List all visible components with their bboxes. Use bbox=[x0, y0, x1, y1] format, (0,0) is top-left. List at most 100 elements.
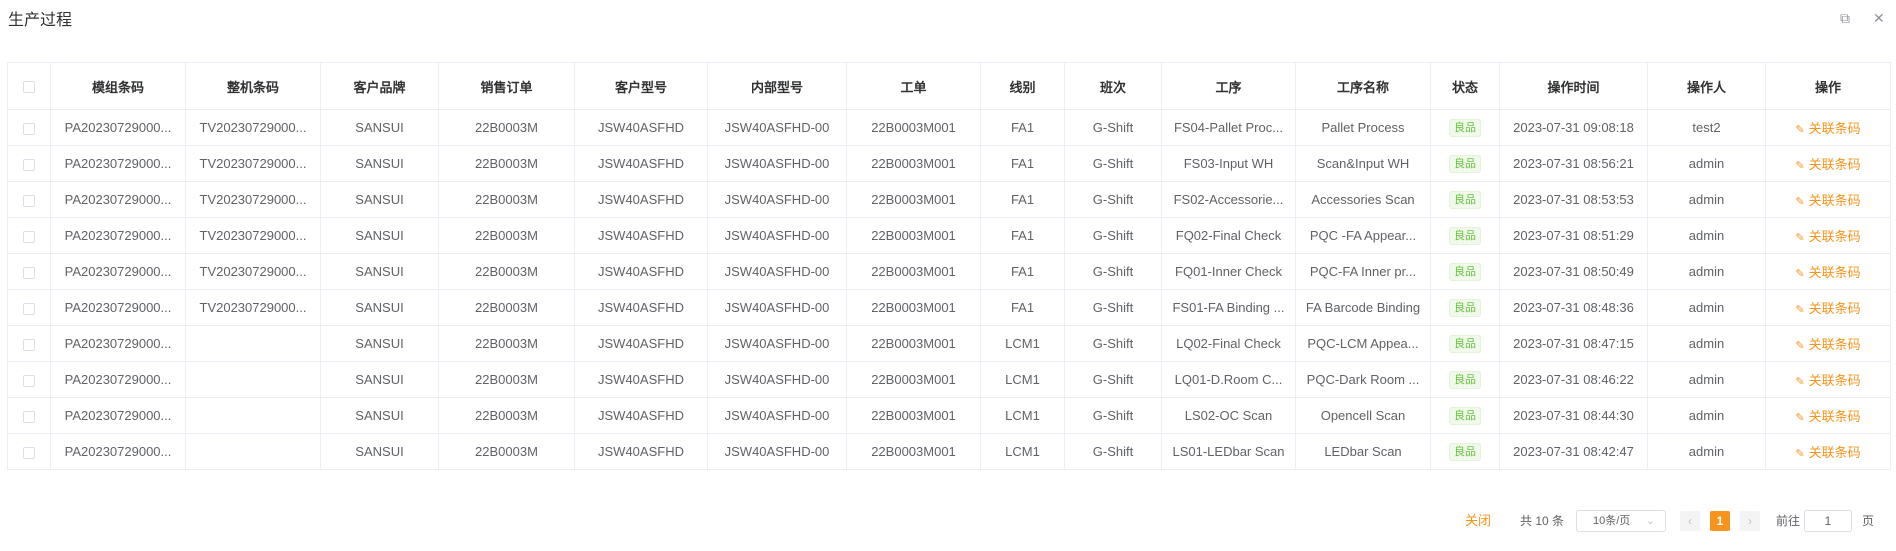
table-cell: 2023-07-31 08:42:47 bbox=[1499, 433, 1648, 470]
prev-page-button[interactable]: ‹ bbox=[1680, 511, 1700, 531]
edit-icon: ✎ bbox=[1795, 376, 1805, 388]
row-select-cell bbox=[7, 217, 51, 254]
select-all-checkbox[interactable] bbox=[23, 81, 35, 94]
table-cell: JSW40ASFHD bbox=[574, 361, 708, 398]
row-checkbox[interactable] bbox=[23, 266, 35, 279]
table-cell: JSW40ASFHD-00 bbox=[707, 181, 847, 218]
table-cell: 22B0003M001 bbox=[846, 253, 981, 290]
column-header: 状态 bbox=[1430, 62, 1500, 110]
column-header: 内部型号 bbox=[707, 62, 847, 110]
table-cell: ✎ 关联条码 bbox=[1765, 109, 1891, 146]
row-checkbox[interactable] bbox=[23, 122, 35, 135]
table-cell: admin bbox=[1647, 181, 1766, 218]
column-header: 客户品牌 bbox=[320, 62, 439, 110]
column-header: 操作人 bbox=[1647, 62, 1766, 110]
table-cell: 良品 bbox=[1430, 145, 1500, 182]
row-select-cell bbox=[7, 289, 51, 326]
table-cell: JSW40ASFHD-00 bbox=[707, 397, 847, 434]
column-header: 工序 bbox=[1161, 62, 1296, 110]
link-barcode-button[interactable]: ✎ 关联条码 bbox=[1795, 409, 1860, 424]
table-cell: G-Shift bbox=[1064, 253, 1162, 290]
table-cell: ✎ 关联条码 bbox=[1765, 253, 1891, 290]
table-cell: 良品 bbox=[1430, 433, 1500, 470]
link-barcode-button[interactable]: ✎ 关联条码 bbox=[1795, 157, 1860, 172]
table-cell: SANSUI bbox=[320, 109, 439, 146]
table-cell: TV20230729000... bbox=[185, 217, 321, 254]
column-header: 工序名称 bbox=[1295, 62, 1431, 110]
link-barcode-label: 关联条码 bbox=[1808, 409, 1861, 424]
table-cell: 良品 bbox=[1430, 289, 1500, 326]
page-size-select[interactable]: 10条/页 ⌄ bbox=[1576, 510, 1666, 532]
restore-icon[interactable]: ⧉ bbox=[1840, 10, 1850, 26]
close-button[interactable]: 关闭 bbox=[1465, 513, 1492, 528]
table-cell: FA1 bbox=[980, 145, 1065, 182]
table-cell: PQC-Dark Room ... bbox=[1295, 361, 1431, 398]
table-cell: Scan&Input WH bbox=[1295, 145, 1431, 182]
row-checkbox[interactable] bbox=[23, 374, 35, 387]
table-row: PA20230729000... TV20230729000... SANSUI 22… bbox=[7, 217, 1891, 254]
table-cell bbox=[185, 397, 321, 434]
table-cell: admin bbox=[1647, 289, 1766, 326]
row-checkbox[interactable] bbox=[23, 410, 35, 423]
link-barcode-button[interactable]: ✎ 关联条码 bbox=[1795, 229, 1860, 244]
table-cell: LEDbar Scan bbox=[1295, 433, 1431, 470]
row-checkbox[interactable] bbox=[23, 194, 35, 207]
table-cell: 22B0003M bbox=[438, 109, 575, 146]
status-badge: 良品 bbox=[1449, 298, 1481, 317]
table-cell: ✎ 关联条码 bbox=[1765, 433, 1891, 470]
status-badge: 良品 bbox=[1449, 442, 1481, 461]
table-cell: 22B0003M001 bbox=[846, 361, 981, 398]
column-header: 客户型号 bbox=[574, 62, 708, 110]
table-cell: PA20230729000... bbox=[50, 289, 186, 326]
table-cell: 2023-07-31 09:08:18 bbox=[1499, 109, 1648, 146]
table-cell: 22B0003M bbox=[438, 145, 575, 182]
row-checkbox[interactable] bbox=[23, 230, 35, 243]
table-cell: 良品 bbox=[1430, 181, 1500, 218]
table-cell: FA1 bbox=[980, 253, 1065, 290]
table-cell: FS01-FA Binding ... bbox=[1161, 289, 1296, 326]
table-cell: 2023-07-31 08:53:53 bbox=[1499, 181, 1648, 218]
table-cell: ✎ 关联条码 bbox=[1765, 181, 1891, 218]
table-cell: JSW40ASFHD-00 bbox=[707, 145, 847, 182]
next-page-button[interactable]: › bbox=[1740, 511, 1760, 531]
table-cell: 22B0003M001 bbox=[846, 397, 981, 434]
table-cell: PQC-LCM Appea... bbox=[1295, 325, 1431, 362]
link-barcode-button[interactable]: ✎ 关联条码 bbox=[1795, 373, 1860, 388]
table-row: PA20230729000... SANSUI 22B0003M JSW40ASFHD… bbox=[7, 433, 1891, 470]
link-barcode-button[interactable]: ✎ 关联条码 bbox=[1795, 337, 1860, 352]
table-cell: SANSUI bbox=[320, 289, 439, 326]
table-cell: admin bbox=[1647, 145, 1766, 182]
table-cell: 良品 bbox=[1430, 361, 1500, 398]
row-checkbox[interactable] bbox=[23, 158, 35, 171]
column-header: 班次 bbox=[1064, 62, 1162, 110]
table-row: PA20230729000... TV20230729000... SANSUI 22… bbox=[7, 253, 1891, 290]
link-barcode-button[interactable]: ✎ 关联条码 bbox=[1795, 265, 1860, 280]
page-1-button[interactable]: 1 bbox=[1710, 511, 1730, 531]
status-badge: 良品 bbox=[1449, 406, 1481, 425]
table-cell: 良品 bbox=[1430, 397, 1500, 434]
table-cell: PA20230729000... bbox=[50, 109, 186, 146]
link-barcode-button[interactable]: ✎ 关联条码 bbox=[1795, 301, 1860, 316]
table-row: PA20230729000... TV20230729000... SANSUI 22… bbox=[7, 181, 1891, 218]
edit-icon: ✎ bbox=[1795, 196, 1805, 208]
table-cell: TV20230729000... bbox=[185, 109, 321, 146]
edit-icon: ✎ bbox=[1795, 160, 1805, 172]
table-cell: JSW40ASFHD-00 bbox=[707, 433, 847, 470]
table-header: 模组条码 整机条码 客户品牌 销售订单 客户型号 内部型号 工单 线别 班次 工序 工序名称 状态 操作… bbox=[7, 62, 1891, 110]
table-cell: LQ02-Final Check bbox=[1161, 325, 1296, 362]
link-barcode-button[interactable]: ✎ 关联条码 bbox=[1795, 121, 1860, 136]
table-cell: JSW40ASFHD bbox=[574, 253, 708, 290]
table-cell: 22B0003M bbox=[438, 253, 575, 290]
goto-page-input[interactable]: 1 bbox=[1804, 510, 1852, 532]
row-checkbox[interactable] bbox=[23, 302, 35, 315]
close-icon[interactable]: ✕ bbox=[1873, 10, 1885, 26]
table-cell: FA1 bbox=[980, 217, 1065, 254]
row-checkbox[interactable] bbox=[23, 338, 35, 351]
link-barcode-button[interactable]: ✎ 关联条码 bbox=[1795, 445, 1860, 460]
row-checkbox[interactable] bbox=[23, 446, 35, 459]
table-cell: JSW40ASFHD-00 bbox=[707, 325, 847, 362]
table-cell: TV20230729000... bbox=[185, 145, 321, 182]
link-barcode-button[interactable]: ✎ 关联条码 bbox=[1795, 193, 1860, 208]
table-cell: SANSUI bbox=[320, 433, 439, 470]
chevron-down-icon: ⌄ bbox=[1645, 515, 1655, 527]
